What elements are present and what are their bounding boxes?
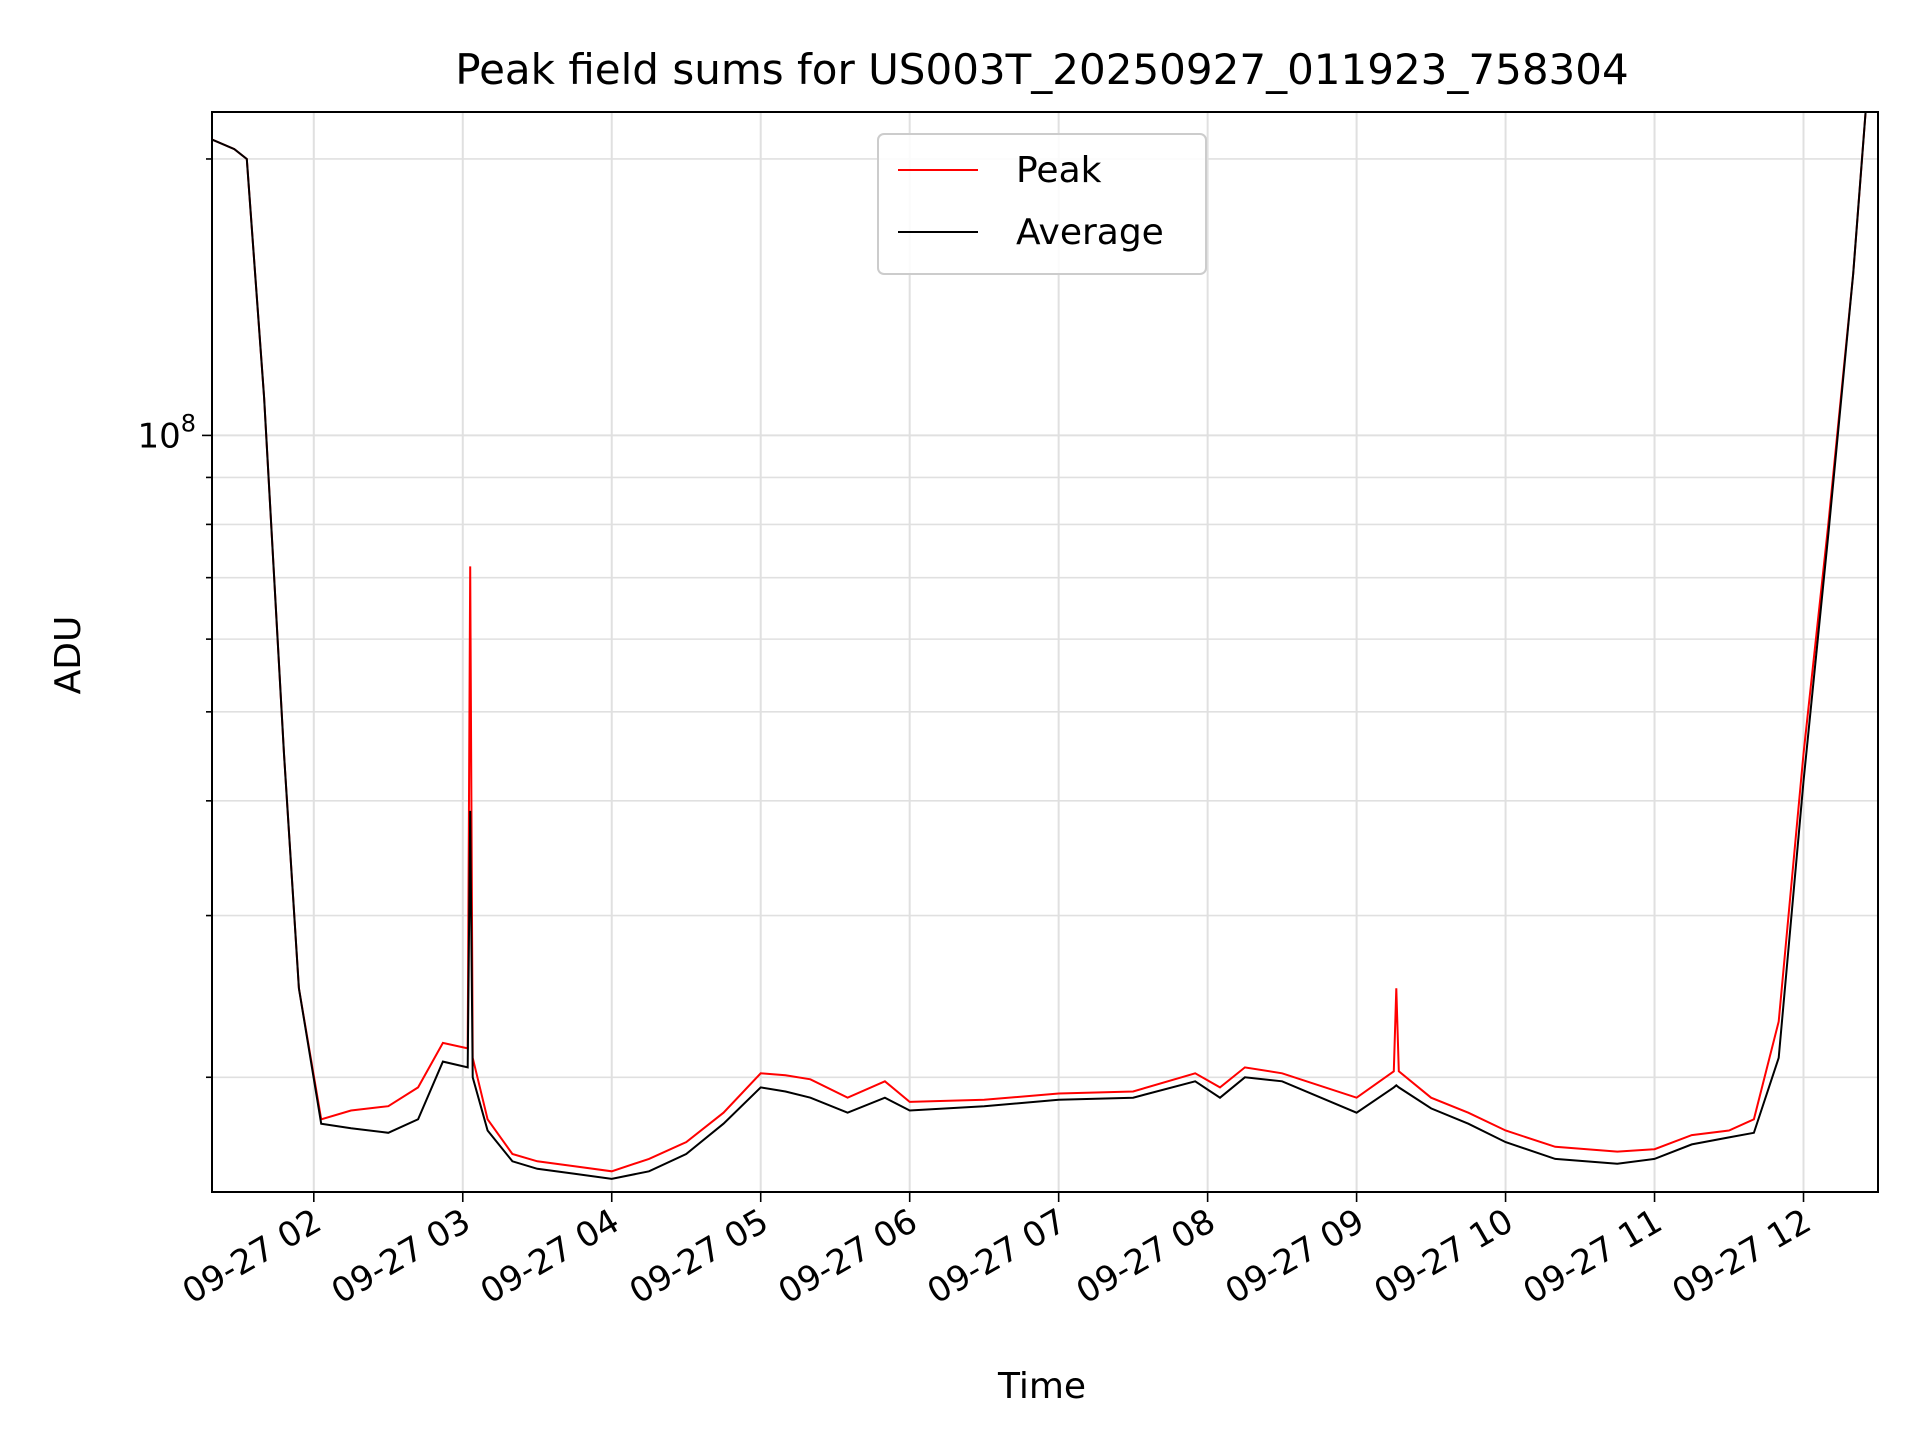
- y-axis-ticks: 108: [137, 158, 212, 1079]
- legend-label-average: Average: [1016, 212, 1164, 253]
- y-tick-label: 108: [137, 409, 196, 456]
- plot-frame: [211, 111, 1879, 1193]
- legend-label-peak: Peak: [1016, 150, 1102, 191]
- legend: Peak Average: [877, 133, 1207, 275]
- series-line-peak: [212, 112, 1867, 1173]
- y-axis-label: ADU: [48, 616, 89, 695]
- x-axis-label: Time: [997, 1366, 1086, 1407]
- chart-title: Peak field sums for US003T_20250927_0119…: [455, 45, 1628, 94]
- series-line-average: [212, 112, 1867, 1180]
- series-group: [212, 112, 1867, 1180]
